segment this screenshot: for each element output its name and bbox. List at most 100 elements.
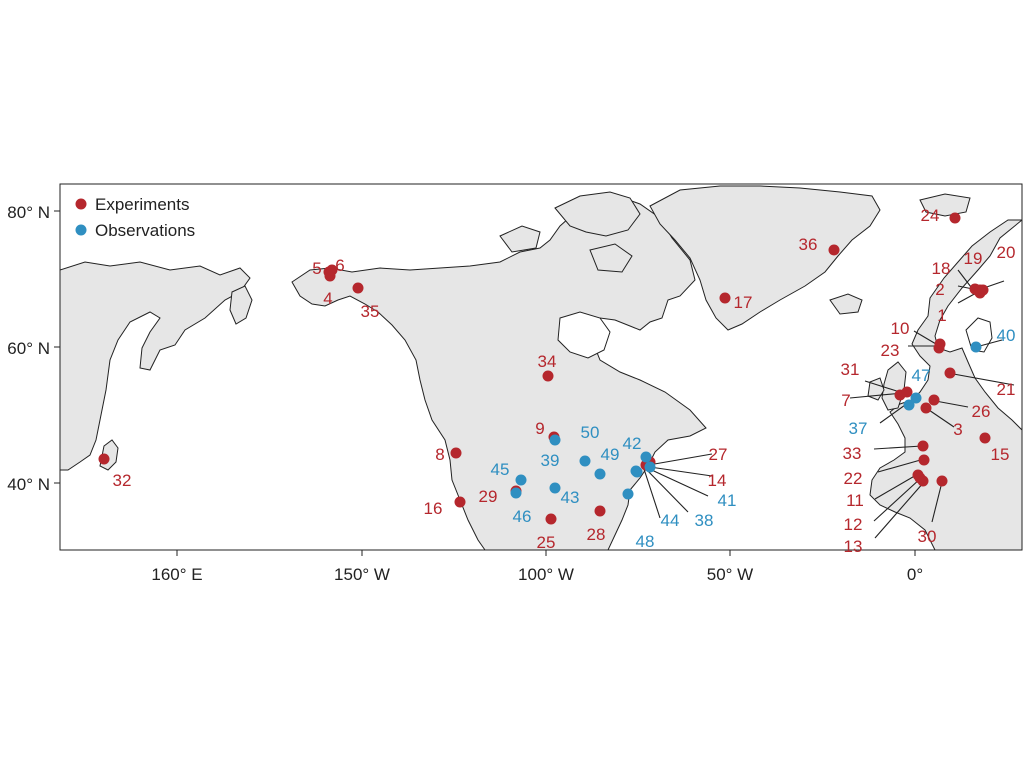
x-tick-150w: 150° W [334, 565, 390, 584]
site-marker-49 [594, 468, 606, 480]
site-label-12: 12 [844, 515, 863, 534]
y-tick-60n: 60° N [7, 339, 50, 358]
site-label-13: 13 [844, 537, 863, 556]
site-label-17: 17 [734, 293, 753, 312]
landmass-kamchatka [229, 285, 253, 325]
site-label-19: 19 [964, 249, 983, 268]
site-label-16: 16 [424, 499, 443, 518]
site-marker-47 [910, 392, 922, 404]
landmass-arctic-island-2 [499, 225, 541, 253]
site-marker-30 [936, 475, 948, 487]
site-marker-43 [549, 482, 561, 494]
site-label-7: 7 [841, 391, 850, 410]
site-marker-32 [98, 453, 110, 465]
site-label-33: 33 [843, 444, 862, 463]
site-label-25: 25 [537, 533, 556, 552]
site-marker-25 [545, 513, 557, 525]
landmass-greenland [649, 185, 881, 331]
site-marker-48 [622, 488, 634, 500]
site-label-6: 6 [335, 256, 344, 275]
site-marker-31 [901, 386, 913, 398]
site-label-44: 44 [661, 511, 680, 530]
site-marker-45 [515, 474, 527, 486]
site-label-1: 1 [937, 306, 946, 325]
site-marker-21 [944, 367, 956, 379]
landmass-asia [60, 261, 251, 471]
site-label-8: 8 [435, 445, 444, 464]
landmass-ireland [867, 377, 885, 401]
land-layer [60, 185, 1022, 550]
site-marker-28 [594, 505, 606, 517]
landmass-svalbard [919, 193, 971, 217]
x-axis: 160° E 150° W 100° W 50° W 0° [151, 550, 923, 584]
site-label-5: 5 [312, 259, 321, 278]
site-label-36: 36 [799, 235, 818, 254]
site-label-11: 11 [846, 491, 864, 510]
y-tick-40n: 40° N [7, 475, 50, 494]
landmass-arctic-islands [554, 191, 641, 237]
landmass-arctic-island-3 [589, 243, 633, 273]
site-label-40: 40 [997, 326, 1016, 345]
site-marker-26 [928, 394, 940, 406]
site-label-46: 46 [513, 507, 532, 526]
site-marker-33 [917, 440, 929, 452]
site-marker-16 [454, 496, 466, 508]
site-marker-34 [542, 370, 554, 382]
site-label-39: 39 [541, 451, 560, 470]
site-label-30: 30 [918, 527, 937, 546]
site-marker-3 [920, 402, 932, 414]
site-label-42: 42 [623, 434, 642, 453]
landmass-north-america [291, 195, 707, 550]
site-label-23: 23 [881, 341, 900, 360]
site-label-27: 27 [709, 445, 728, 464]
site-label-18: 18 [932, 259, 951, 278]
site-marker-42 [640, 451, 652, 463]
y-axis: 80° N 60° N 40° N [7, 203, 60, 494]
site-label-28: 28 [587, 525, 606, 544]
site-marker-44 [631, 466, 643, 478]
site-marker-35 [352, 282, 364, 294]
site-marker-24 [949, 212, 961, 224]
site-label-4: 4 [323, 289, 332, 308]
y-tick-80n: 80° N [7, 203, 50, 222]
map-border [59, 183, 1023, 551]
site-label-15: 15 [991, 445, 1010, 464]
site-label-3: 3 [953, 420, 962, 439]
site-label-37: 37 [849, 419, 868, 438]
site-label-29: 29 [479, 487, 498, 506]
site-label-48: 48 [636, 532, 655, 551]
x-tick-0: 0° [907, 565, 923, 584]
site-label-47: 47 [912, 366, 931, 385]
site-label-45: 45 [491, 460, 510, 479]
site-label-49: 49 [601, 445, 620, 464]
site-marker-22 [918, 454, 930, 466]
site-label-10: 10 [891, 319, 910, 338]
site-label-26: 26 [972, 402, 991, 421]
site-marker-8 [450, 447, 462, 459]
site-marker-17 [719, 292, 731, 304]
site-label-32: 32 [113, 471, 132, 490]
site-label-22: 22 [844, 469, 863, 488]
site-marker-20 [977, 284, 989, 296]
landmass-hudson-bay [557, 311, 611, 359]
site-marker-40 [970, 341, 982, 353]
legend-observations-label: Observations [95, 221, 195, 240]
site-marker-15 [979, 432, 991, 444]
legend-experiments-marker [75, 198, 87, 210]
site-marker-36 [828, 244, 840, 256]
site-marker-37 [903, 399, 915, 411]
site-label-21: 21 [997, 380, 1016, 399]
site-marker-39 [549, 434, 561, 446]
legend: Experiments Observations [75, 195, 195, 240]
site-marker-46 [510, 487, 522, 499]
site-label-24: 24 [921, 206, 940, 225]
site-marker-6 [326, 264, 338, 276]
site-label-50: 50 [581, 423, 600, 442]
legend-observations-marker [75, 224, 87, 236]
site-marker-50 [579, 455, 591, 467]
site-label-38: 38 [695, 511, 714, 530]
site-label-9: 9 [535, 419, 544, 438]
site-label-41: 41 [718, 491, 737, 510]
